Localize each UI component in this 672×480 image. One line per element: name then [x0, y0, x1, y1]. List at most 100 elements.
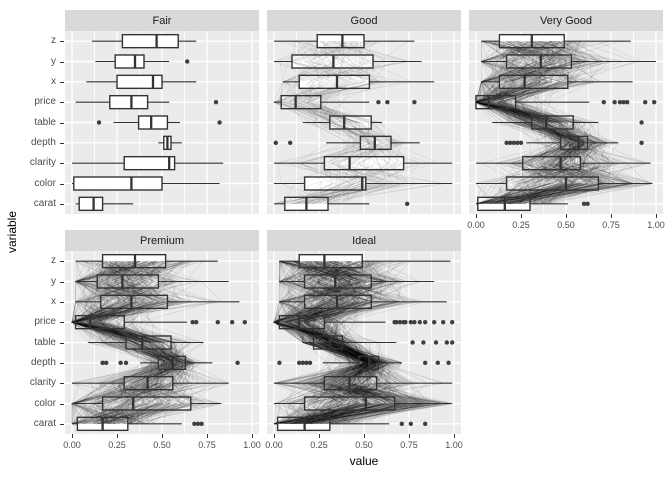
- observation-line: [72, 260, 185, 425]
- box-fill: [522, 156, 581, 170]
- box: [298, 253, 363, 269]
- panel-fair: [65, 31, 259, 214]
- outlier-point: [194, 319, 199, 325]
- box-fill: [124, 156, 175, 170]
- box-fill: [279, 315, 325, 329]
- box-fill: [138, 116, 168, 129]
- y-tick-label: y: [51, 275, 56, 287]
- outlier-point: [408, 421, 413, 427]
- facet-very-good: Very Good: [469, 10, 663, 214]
- outlier-point: [199, 421, 204, 427]
- y-tick-label: price: [34, 96, 56, 108]
- x-tick-mark: [566, 214, 567, 218]
- outlier-point: [104, 360, 109, 366]
- observation-line: [486, 40, 617, 205]
- y-tick-mark: [60, 423, 64, 425]
- box: [298, 74, 371, 90]
- box-fill: [73, 177, 162, 190]
- y-tick-label: z: [51, 255, 56, 267]
- x-tick-label: 0.00: [63, 440, 81, 450]
- x-tick-mark: [319, 434, 320, 438]
- box: [303, 274, 372, 289]
- facet-strip-ideal: Ideal: [267, 230, 461, 251]
- observation-line: [74, 260, 190, 425]
- outlier-point: [242, 319, 247, 325]
- y-tick-label: depth: [30, 136, 56, 148]
- x-tick-mark: [117, 434, 118, 438]
- box-fill: [122, 34, 179, 48]
- outlier-point: [217, 120, 222, 125]
- outlier-point: [639, 120, 644, 125]
- x-tick-label: 0.75: [198, 440, 216, 450]
- y-tick-label: carat: [33, 197, 56, 209]
- outlier-point: [410, 340, 415, 345]
- facet-premium: Premium: [65, 230, 259, 434]
- y-tick-label: clarity: [29, 157, 56, 169]
- x-tick-label: 1.00: [243, 440, 261, 450]
- y-tick-label: table: [34, 336, 56, 348]
- outlier-point: [297, 360, 302, 366]
- box: [505, 176, 600, 191]
- outlier-point: [508, 140, 513, 146]
- box: [323, 155, 405, 171]
- facet-label: Ideal: [352, 234, 376, 247]
- box-fill: [476, 95, 516, 109]
- outlier-point: [376, 99, 381, 105]
- outlier-point: [617, 99, 623, 105]
- box-fill: [79, 197, 103, 211]
- outlier-point: [397, 319, 403, 325]
- observation-line: [290, 260, 435, 425]
- box: [303, 176, 367, 191]
- x-tick-label: 1.00: [445, 440, 463, 450]
- y-tick-mark: [60, 102, 64, 104]
- y-tick-label: z: [51, 35, 56, 47]
- observation-line: [279, 261, 443, 425]
- outlier-point: [408, 319, 413, 325]
- x-tick-label: 0.75: [602, 220, 620, 230]
- y-tick-label: y: [51, 55, 56, 67]
- outlier-point: [444, 340, 449, 345]
- box: [125, 335, 172, 350]
- box: [100, 294, 169, 310]
- x-tick-mark: [207, 434, 208, 438]
- box: [316, 33, 365, 49]
- box: [123, 155, 176, 171]
- box: [303, 396, 396, 411]
- panel-good: [267, 31, 461, 214]
- facet-label: Very Good: [540, 14, 592, 27]
- y-tick-mark: [60, 183, 64, 185]
- y-tick-mark: [60, 81, 64, 83]
- outlier-point: [405, 201, 410, 207]
- x-tick-label: 0.25: [512, 220, 530, 230]
- outlier-point: [601, 99, 606, 105]
- box: [278, 314, 326, 330]
- y-tick-mark: [60, 362, 64, 364]
- box: [101, 396, 192, 411]
- box: [74, 314, 125, 330]
- y-tick-label: carat: [33, 417, 56, 429]
- y-tick-mark: [60, 383, 64, 385]
- y-tick-label: x: [51, 295, 56, 307]
- outlier-point: [123, 360, 129, 366]
- outlier-point: [273, 140, 278, 146]
- outlier-point: [441, 319, 446, 325]
- outlier-point: [417, 319, 422, 325]
- panel-ideal: [267, 251, 461, 434]
- observation-line: [475, 40, 579, 205]
- panel-premium: [65, 251, 259, 434]
- y-tick-mark: [60, 122, 64, 124]
- x-tick-mark: [72, 434, 73, 438]
- x-tick-mark: [409, 434, 410, 438]
- x-tick-label: 0.50: [557, 220, 575, 230]
- outlier-point: [432, 319, 437, 325]
- box-fill: [115, 55, 144, 68]
- outlier-point: [652, 99, 657, 105]
- outlier-point: [585, 201, 590, 207]
- x-tick-label: 0.50: [153, 440, 171, 450]
- x-tick-mark: [364, 434, 365, 438]
- y-tick-mark: [60, 203, 64, 205]
- outlier-point: [399, 421, 404, 427]
- observation-line: [71, 260, 178, 425]
- y-tick-label: color: [34, 397, 56, 409]
